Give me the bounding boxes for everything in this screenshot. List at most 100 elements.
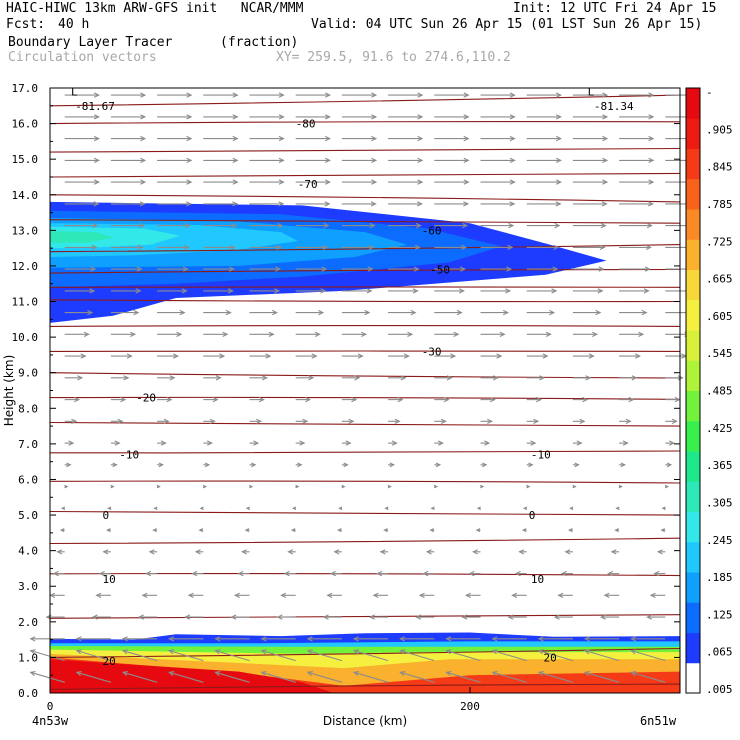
colorbar-label: .245: [706, 534, 733, 547]
vector-head: [121, 636, 128, 642]
vector-head: [290, 528, 296, 533]
vector-head: [184, 222, 191, 229]
vector-head: [258, 396, 265, 403]
vector-head: [295, 484, 300, 489]
vector-head: [445, 636, 452, 642]
vector-head: [653, 570, 660, 577]
vector-shaft: [76, 671, 112, 683]
vector-head: [271, 309, 278, 316]
colorbar-swatch: [686, 209, 700, 240]
colorbar-frame: [685, 87, 701, 694]
vector-head: [522, 506, 528, 511]
vector-head: [445, 649, 452, 655]
colorbar-label: .845: [706, 161, 733, 174]
isotherm-line: [49, 194, 681, 203]
vector-head: [182, 266, 189, 272]
y-tick-label: 10.0: [12, 331, 39, 344]
colorbar-swatch: [686, 481, 700, 512]
vector-head: [137, 614, 144, 620]
vector-head: [576, 440, 583, 446]
vector-head: [463, 114, 470, 120]
isotherm-line: [49, 573, 681, 577]
vector-head: [228, 266, 235, 272]
vector-head: [648, 179, 655, 185]
isotherm-line: [49, 244, 681, 253]
vector-head: [324, 201, 331, 207]
y-tick-label: 6.0: [18, 473, 38, 486]
vector-head: [634, 353, 641, 359]
vector-head: [646, 222, 653, 229]
vector-head: [92, 222, 99, 229]
vector-shaft: [446, 671, 481, 683]
vector-head: [107, 506, 112, 511]
vector-head: [625, 418, 632, 424]
vector-head: [75, 670, 82, 677]
vector-head: [509, 114, 516, 120]
vector-head: [237, 570, 244, 577]
vector-head: [130, 331, 137, 337]
vector-head: [168, 649, 175, 655]
vector-head: [376, 570, 383, 577]
vector-head: [418, 592, 425, 598]
vector-head: [554, 222, 561, 229]
bl-band-7: [50, 659, 334, 693]
vector-head: [202, 484, 208, 489]
vector-head: [232, 201, 239, 207]
vector-head: [602, 135, 609, 142]
contour-label: 10: [103, 573, 116, 586]
vector-field-name: Circulation vectors: [8, 50, 157, 65]
vector-head: [308, 375, 315, 381]
vector-head: [278, 157, 285, 163]
vector-head: [583, 670, 591, 677]
vector-head: [321, 266, 328, 272]
vector-head: [261, 375, 268, 381]
colorbar-swatch: [686, 239, 700, 270]
vector-head: [93, 135, 100, 142]
vector-shaft: [631, 650, 666, 662]
vector-head: [320, 288, 327, 294]
colorbar-swatch: [686, 662, 700, 694]
isotherm-line: [49, 537, 681, 545]
vector-shaft: [215, 671, 250, 683]
vector-head: [602, 157, 609, 163]
contour-label: -81.67: [75, 100, 115, 113]
vector-head: [260, 636, 267, 642]
vector-head: [323, 222, 330, 229]
vector-head: [232, 179, 239, 185]
colorbar-label: .425: [706, 422, 733, 435]
vector-shaft: [30, 650, 65, 662]
vector-head: [110, 484, 115, 489]
colorbar-label: .305: [706, 496, 733, 509]
field-name: Boundary Layer Tracer: [8, 35, 173, 50]
vector-head: [160, 440, 167, 446]
vector-head: [138, 222, 145, 229]
vector-head: [326, 592, 333, 598]
vector-shaft: [261, 650, 296, 662]
vector-head: [324, 92, 331, 98]
contour-label: -70: [298, 178, 318, 191]
y-tick-label: 2.0: [18, 616, 38, 629]
vector-head: [56, 549, 63, 555]
vector-head: [646, 614, 653, 620]
vector-head: [230, 244, 237, 250]
field-units: (fraction): [220, 35, 299, 50]
vector-head: [407, 331, 414, 337]
vector-head: [214, 636, 221, 642]
vector-head: [458, 288, 465, 294]
vector-head: [251, 462, 257, 468]
vector-head: [140, 114, 147, 120]
vector-head: [463, 179, 470, 185]
vector-head: [505, 288, 512, 294]
vector-head: [417, 114, 424, 120]
vector-head: [324, 157, 331, 163]
vector-head: [585, 375, 592, 381]
vector-head: [232, 114, 239, 120]
vector-head: [95, 592, 102, 598]
vector-head: [93, 179, 100, 185]
vector-head: [602, 114, 609, 120]
colorbar-swatch: [686, 299, 700, 331]
vector-head: [514, 570, 521, 577]
vector-head: [564, 549, 571, 555]
tracer-fill: [50, 201, 680, 693]
